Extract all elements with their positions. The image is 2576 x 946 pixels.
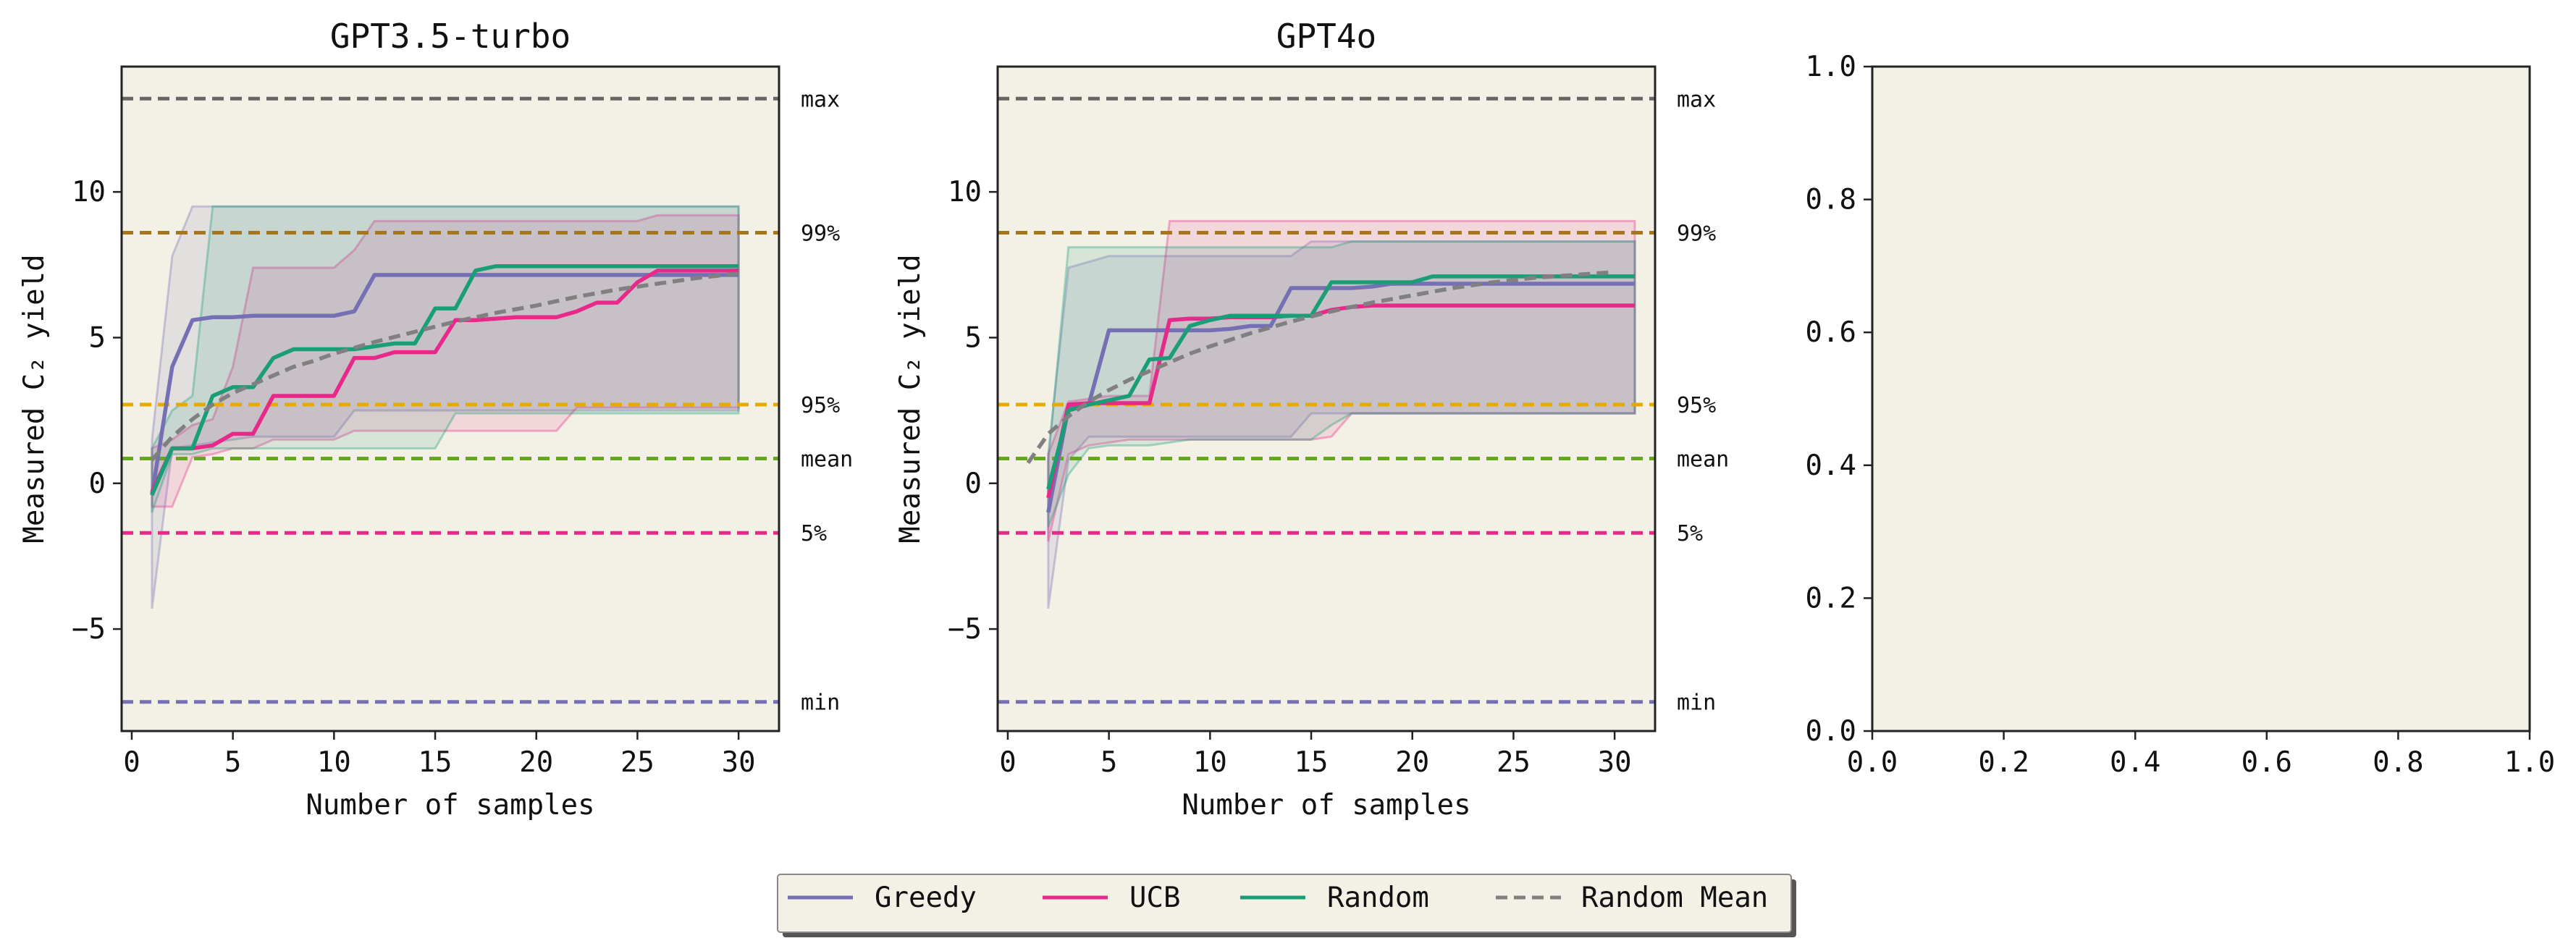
band-ucb [1047,219,1636,542]
y-ticks: −5 0 5 10 [948,176,998,646]
y-tick-label: 0 [965,468,982,500]
plot-frame [120,65,780,732]
reference-label-mean: mean [801,447,853,473]
x-tick-label: 10 [1193,746,1227,779]
x-tick-label: 0.6 [2242,746,2292,779]
x-tick-label: 5 [1100,746,1117,779]
reference-lines-layer [998,96,1655,704]
x-tick-label: 1.0 [2504,746,2555,779]
y-tick-label: 0.0 [1806,715,1856,748]
y-ticks: 0.0 0.2 0.4 0.6 0.8 1.0 [1806,51,1872,748]
reference-label-max: max [1677,87,1716,112]
band-greedy [151,205,740,609]
y-tick-label: −5 [948,613,982,646]
x-tick-label: 15 [1295,746,1329,779]
series-line-greedy [150,273,739,496]
x-axis-label: Number of samples [1182,789,1470,822]
x-tick-label: 0.4 [2110,746,2160,779]
x-tick-label: 5 [224,746,241,779]
x-ticks: 0.0 0.2 0.4 0.6 0.8 1.0 [1847,731,2555,779]
series-line-random [150,264,739,496]
plot-area [122,67,779,731]
reference-label-p95: 95% [1677,393,1716,418]
y-axis-label: Measured C₂ yield [894,254,927,543]
x-tick-label: 30 [1598,746,1632,779]
chart-panel-gpt35: max 99% 95% mean 5% min 0 5 10 15 20 25 30 −5 0 5 10 G… [18,17,853,822]
band-random [151,205,740,513]
reference-label-max: max [801,87,840,112]
series-line-greedy [1046,282,1636,513]
series-line-random-mean [150,271,739,462]
y-tick-label: 0.4 [1806,449,1856,482]
band-greedy [1047,240,1636,609]
plot-area [1872,67,2530,731]
reference-label-mean: mean [1677,447,1729,473]
legend-greedy-label: Greedy [875,882,977,914]
y-tick-label: 5 [89,321,106,354]
y-tick-label: 0.2 [1806,582,1856,615]
chart-panel-gpt4o: max 99% 95% mean 5% min 0 5 10 15 20 25 30 −5 0 5 10 G… [894,17,1729,822]
x-tick-label: 20 [1395,746,1429,779]
series-layer [150,264,739,496]
x-ticks: 0 5 10 15 20 25 30 [999,731,1632,779]
y-tick-label: 1.0 [1806,51,1856,83]
bands-layer [1047,219,1636,609]
x-tick-label: 0.8 [2373,746,2423,779]
y-tick-label: 0 [89,468,106,500]
plot-frame [996,65,1657,732]
reference-label-min: min [1677,691,1716,716]
y-axis-label: Measured C₂ yield [18,254,51,543]
series-line-random [1046,274,1636,490]
x-tick-label: 30 [722,746,756,779]
legend-box [777,874,1792,933]
x-tick-label: 0.0 [1847,746,1898,779]
x-tick-label: 0.2 [1978,746,2029,779]
x-tick-label: 25 [1497,746,1531,779]
bands-layer [151,205,740,609]
y-tick-label: 0.6 [1806,316,1856,349]
y-tick-label: 0.8 [1806,184,1856,216]
reference-label-min: min [801,691,840,716]
y-tick-label: 5 [965,321,982,354]
x-ticks: 0 5 10 15 20 25 30 [123,731,756,779]
x-tick-label: 0 [123,746,140,779]
y-tick-label: −5 [72,613,106,646]
x-tick-label: 10 [317,746,351,779]
x-tick-label: 15 [418,746,453,779]
ref-labels-layer: max 99% 95% mean 5% min [801,87,853,715]
reference-label-p5: 5% [1677,521,1703,546]
ref-labels-layer: max 99% 95% mean 5% min [1677,87,1729,715]
series-line-ucb [1046,303,1636,499]
y-tick-label: 10 [948,176,982,208]
series-line-ucb [150,269,739,493]
x-tick-label: 0 [999,746,1016,779]
x-tick-label: 25 [620,746,654,779]
chart-panel-empty: 0.0 0.2 0.4 0.6 0.8 1.0 0.0 0.2 0.4 0.6 0.8 1.0 [1806,51,2556,779]
chart-title: GPT3.5-turbo [330,17,571,56]
y-ticks: −5 0 5 10 [72,176,122,646]
legend-random-label: Random [1327,882,1429,914]
reference-label-p99: 99% [1677,221,1716,247]
band-random [1047,240,1636,528]
reference-label-p5: 5% [801,521,827,546]
reference-lines-layer [122,96,779,704]
legend: Greedy UCB Random Random Mean [777,874,1796,937]
reference-label-p95: 95% [801,393,840,418]
plot-frame [1871,65,2531,732]
series-line-random-mean [1026,270,1615,465]
x-tick-label: 20 [519,746,553,779]
reference-label-p99: 99% [801,221,840,247]
y-tick-label: 10 [72,176,106,208]
series-layer [1026,270,1636,513]
x-axis-label: Number of samples [306,789,594,822]
legend-ucb-label: UCB [1129,882,1180,914]
band-ucb [151,214,740,508]
legend-random-mean-label: Random Mean [1581,882,1768,914]
chart-title: GPT4o [1276,17,1376,56]
